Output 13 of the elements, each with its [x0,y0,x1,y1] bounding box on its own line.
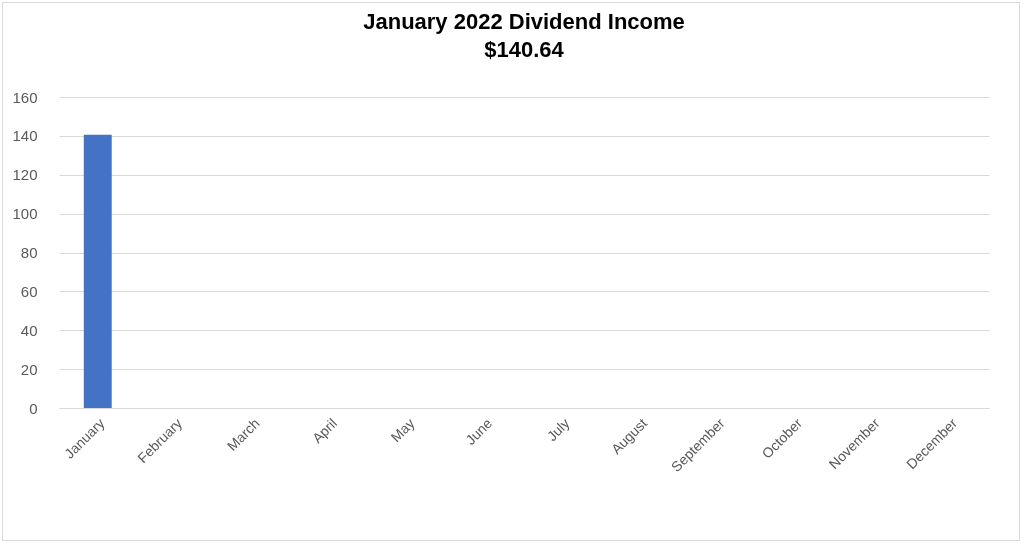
y-tick-label: 100 [12,205,38,223]
y-tick-label: 80 [20,244,38,261]
y-tick-label: 160 [12,88,38,106]
y-tick-label: 0 [29,399,38,417]
y-tick-label: 140 [12,127,38,145]
y-tick-label: 20 [20,360,38,378]
x-tick-label: May [387,415,418,446]
chart-subtitle: $140.64 [484,37,565,62]
chart-title: January 2022 Dividend Income [363,9,685,34]
y-tick-label: 40 [20,321,38,339]
x-tick-label: July [543,415,573,445]
y-tick-label: 120 [12,166,38,184]
y-tick-label: 60 [20,282,38,300]
